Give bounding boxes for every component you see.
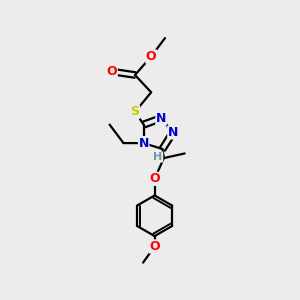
Text: O: O [106,65,117,78]
Text: N: N [156,112,166,125]
Text: N: N [168,126,178,139]
Text: S: S [130,105,140,119]
Text: H: H [154,152,163,162]
Text: O: O [149,240,160,253]
Text: O: O [149,172,160,185]
Text: N: N [139,136,149,150]
Text: O: O [146,50,157,63]
